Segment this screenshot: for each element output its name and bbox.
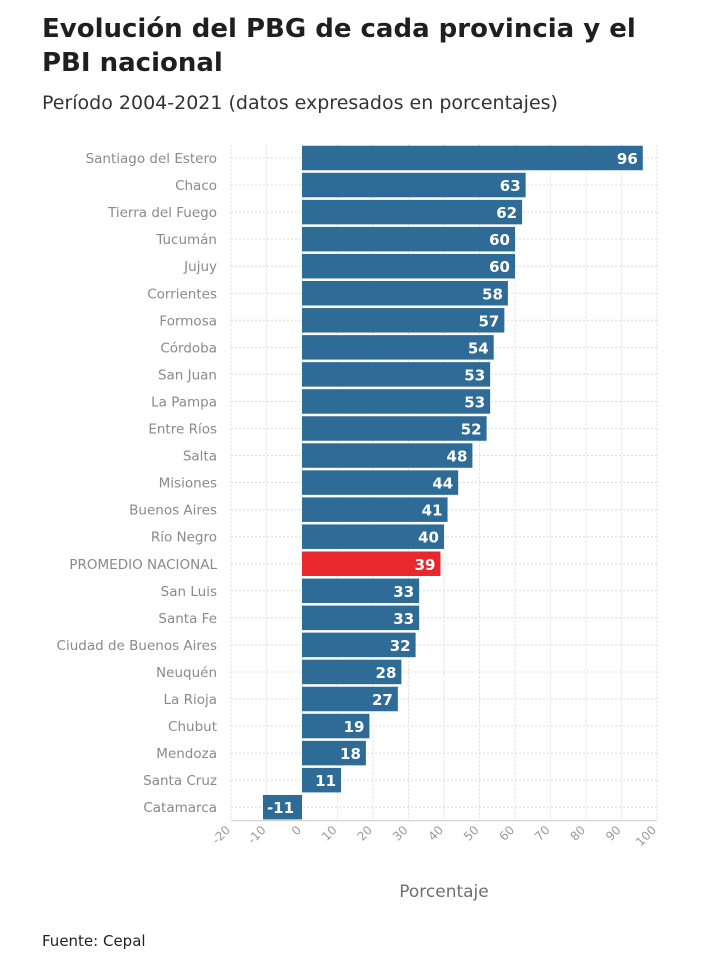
category-label: Corrientes [147,286,217,302]
x-axis-title: Porcentaje [399,882,489,902]
category-label: Ciudad de Buenos Aires [57,638,217,654]
source-note: Fuente: Cepal [42,932,146,950]
bar [302,497,448,522]
category-label: Salta [183,449,217,465]
category-label: La Rioja [164,692,218,708]
bar [302,686,398,712]
value-label: 39 [415,556,436,574]
bar [302,578,420,604]
value-label: 27 [372,691,393,709]
category-label: Neuquén [156,665,217,681]
value-label: 33 [393,583,414,601]
value-label: 58 [482,285,503,303]
category-label: Misiones [159,476,217,492]
category-label: Catamarca [143,800,217,816]
value-label: 54 [468,339,489,357]
value-label: 28 [376,664,397,682]
bar-chart: Santiago del Estero 96 Chaco 63 Tierra del F… [57,144,659,902]
category-label: Jujuy [183,259,217,275]
bar [302,713,370,739]
category-label: Formosa [159,313,217,329]
value-label: 96 [617,150,638,168]
bar [302,145,643,171]
category-label: La Pampa [151,394,217,410]
value-label: 63 [500,177,521,195]
bar [302,524,444,549]
x-tick-label: 40 [425,823,446,844]
value-label: 19 [344,718,365,736]
bar [302,632,416,658]
category-label: Santa Fe [158,611,217,627]
x-tick-label: 50 [461,823,482,844]
value-label: 57 [478,312,499,330]
category-label: Chaco [175,178,217,194]
x-tick-label: 90 [603,823,624,844]
value-label: 41 [422,502,443,520]
value-label: 11 [315,772,336,790]
bar [302,226,515,252]
value-label: 62 [496,204,517,222]
category-label: PROMEDIO NACIONAL [69,557,217,573]
bar [302,443,473,468]
bar [302,172,526,198]
x-tick-label: 30 [390,823,411,844]
category-label: Tierra del Fuego [107,205,217,221]
value-label: 53 [464,366,485,384]
x-tick-label: 0 [289,823,304,838]
value-label: 60 [489,231,510,249]
chart-title: Evolución del PBG de cada provincia y el… [42,14,636,78]
category-label: Entre Ríos [148,422,217,438]
category-label: San Juan [158,367,217,383]
value-label: 48 [447,448,468,466]
value-label: 44 [432,475,453,493]
category-label: Santa Cruz [143,773,217,789]
category-label: Tucumán [155,232,217,248]
chart-subtitle: Período 2004-2021 (datos expresados en p… [42,92,558,114]
bar [302,605,420,631]
x-tick-label: -10 [245,823,269,847]
bar [302,362,491,387]
category-label: Córdoba [160,340,217,356]
x-tick-label: 10 [319,823,340,844]
value-label: -11 [267,799,294,817]
x-tick-label: 20 [354,823,375,844]
category-label: Santiago del Estero [86,151,217,167]
category-label: Río Negro [151,530,217,546]
bar [302,659,402,685]
bar [302,335,494,360]
bar [302,767,342,793]
bar [302,199,523,225]
x-tick-label: 100 [633,823,659,849]
x-tick-label: -20 [209,823,233,847]
x-tick-label: 60 [496,823,517,844]
category-label: Chubut [168,719,217,735]
value-label: 32 [390,637,411,655]
value-label: 40 [418,529,439,547]
value-label: 60 [489,258,510,276]
bar [302,253,515,279]
bar [302,740,366,766]
bar [302,389,491,414]
value-label: 52 [461,421,482,439]
bar [302,416,487,441]
x-tick-label: 70 [532,823,553,844]
bar [262,794,302,820]
x-tick-label: 80 [567,823,588,844]
value-label: 53 [464,393,485,411]
category-label: San Luis [161,584,217,600]
bar [302,470,459,495]
bar [302,308,505,333]
value-label: 33 [393,610,414,628]
category-label: Buenos Aires [129,503,217,519]
category-label: Mendoza [156,746,217,762]
value-label: 18 [340,745,361,763]
bar-highlight [302,551,441,576]
bar [302,281,508,306]
